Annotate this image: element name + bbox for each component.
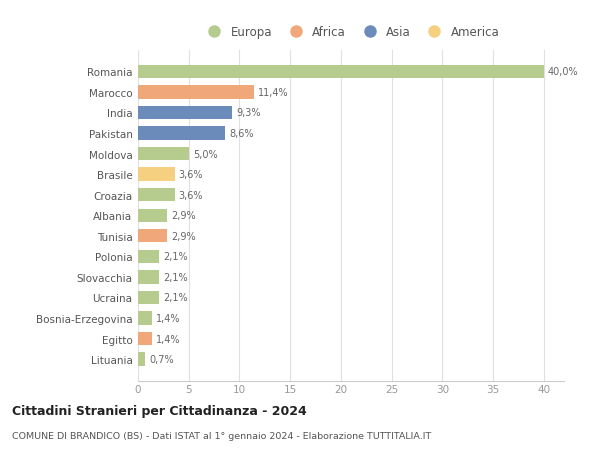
Text: 2,1%: 2,1% [163, 293, 188, 303]
Bar [138, 353, 145, 366]
Text: 1,4%: 1,4% [156, 313, 181, 323]
Bar [138, 86, 254, 99]
Bar [138, 271, 160, 284]
Text: 0,7%: 0,7% [149, 354, 174, 364]
Bar [138, 168, 175, 181]
Bar [138, 147, 189, 161]
Bar [138, 230, 167, 243]
Text: Cittadini Stranieri per Cittadinanza - 2024: Cittadini Stranieri per Cittadinanza - 2… [12, 404, 307, 417]
Text: 40,0%: 40,0% [548, 67, 578, 77]
Text: 11,4%: 11,4% [257, 88, 289, 98]
Bar [138, 66, 544, 79]
Bar [138, 209, 167, 223]
Bar [138, 332, 152, 346]
Text: COMUNE DI BRANDICO (BS) - Dati ISTAT al 1° gennaio 2024 - Elaborazione TUTTITALI: COMUNE DI BRANDICO (BS) - Dati ISTAT al … [12, 431, 431, 441]
Text: 2,1%: 2,1% [163, 252, 188, 262]
Bar [138, 312, 152, 325]
Bar [138, 291, 160, 304]
Text: 2,9%: 2,9% [172, 211, 196, 221]
Legend: Europa, Africa, Asia, America: Europa, Africa, Asia, America [200, 23, 502, 41]
Text: 1,4%: 1,4% [156, 334, 181, 344]
Bar [138, 127, 225, 140]
Bar [138, 250, 160, 263]
Text: 8,6%: 8,6% [229, 129, 254, 139]
Text: 9,3%: 9,3% [236, 108, 261, 118]
Text: 2,9%: 2,9% [172, 231, 196, 241]
Text: 3,6%: 3,6% [179, 170, 203, 180]
Bar [138, 106, 232, 120]
Text: 2,1%: 2,1% [163, 272, 188, 282]
Bar [138, 189, 175, 202]
Text: 3,6%: 3,6% [179, 190, 203, 200]
Text: 5,0%: 5,0% [193, 149, 217, 159]
